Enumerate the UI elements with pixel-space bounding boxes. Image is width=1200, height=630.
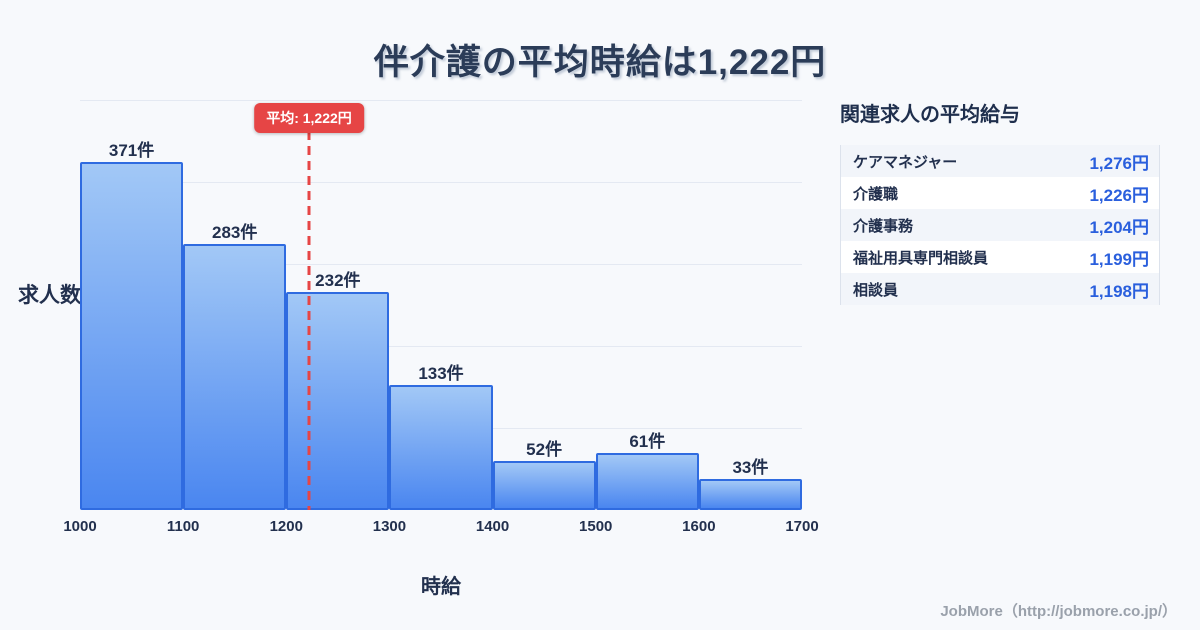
histogram-bar (595, 453, 699, 510)
histogram-bar (80, 162, 184, 510)
job-wage: 1,199円 (1089, 249, 1149, 269)
gridline (80, 182, 802, 183)
job-name: ケアマネジャー (853, 153, 958, 171)
table-row: 介護職 1,226円 (840, 177, 1160, 209)
x-tick-label: 1400 (475, 518, 510, 535)
bar-value-label: 52件 (526, 440, 563, 459)
bar-value-label: 371件 (108, 141, 155, 160)
gridline (80, 264, 802, 265)
credit-text: JobMore（http://jobmore.co.jp/） (940, 603, 1177, 620)
bar-value-label: 133件 (418, 364, 464, 383)
table-row: 福祉用具専門相談員 1,199円 (840, 241, 1160, 273)
job-wage: 1,204円 (1089, 217, 1149, 237)
panel-heading: 関連求人の平均給与 (840, 104, 1020, 126)
x-tick-label: 1500 (579, 518, 613, 535)
x-axis-label: 時給 (421, 576, 461, 598)
plot-area: 平均: 1,222円 371件 283件 232件 133件 52件 61件 33件 1000… (63, 100, 819, 535)
job-wage: 1,276円 (1089, 153, 1149, 173)
histogram-bar (286, 292, 390, 510)
x-tick-label: 1000 (63, 518, 97, 535)
job-wage: 1,226円 (1089, 185, 1149, 205)
x-tick-label: 1700 (785, 518, 819, 535)
table-row: ケアマネジャー 1,276円 (840, 145, 1160, 177)
job-name: 介護事務 (853, 217, 914, 235)
bar-value-label: 61件 (629, 432, 666, 451)
page-title: 伴介護の平均時給は1,222円 (373, 43, 827, 82)
bar-value-label: 232件 (315, 271, 361, 290)
y-axis-label: 求人数 (18, 284, 81, 307)
job-wage: 1,198円 (1089, 281, 1149, 301)
histogram-bar (389, 385, 493, 510)
gridline (80, 100, 802, 101)
mean-badge: 平均: 1,222円 (254, 103, 364, 133)
job-name: 介護職 (853, 185, 899, 203)
related-jobs-panel: 関連求人の平均給与 ケアマネジャー 1,276円介護職 1,226円介護事務 1,20… (840, 103, 1160, 305)
mean-dashed-line (307, 131, 311, 510)
x-tick-label: 1300 (372, 518, 407, 535)
histogram-bar (183, 244, 287, 510)
job-name: 相談員 (853, 281, 899, 299)
histogram-bar (698, 479, 802, 510)
x-tick-label: 1600 (682, 518, 716, 535)
bar-value-label: 33件 (732, 458, 769, 477)
table-row: 介護事務 1,204円 (840, 209, 1160, 241)
bar-value-label: 283件 (212, 223, 258, 242)
gridline (80, 346, 802, 347)
histogram-bar (492, 461, 596, 510)
x-tick-label: 1200 (269, 518, 303, 535)
x-tick-label: 1100 (166, 518, 200, 535)
job-name: 福祉用具専門相談員 (853, 249, 989, 267)
related-jobs-table: ケアマネジャー 1,276円介護職 1,226円介護事務 1,204円福祉用具専門相談… (840, 145, 1160, 305)
table-row: 相談員 1,198円 (840, 273, 1160, 305)
related-jobs-table-body: ケアマネジャー 1,276円介護職 1,226円介護事務 1,204円福祉用具専門相談… (840, 145, 1160, 305)
